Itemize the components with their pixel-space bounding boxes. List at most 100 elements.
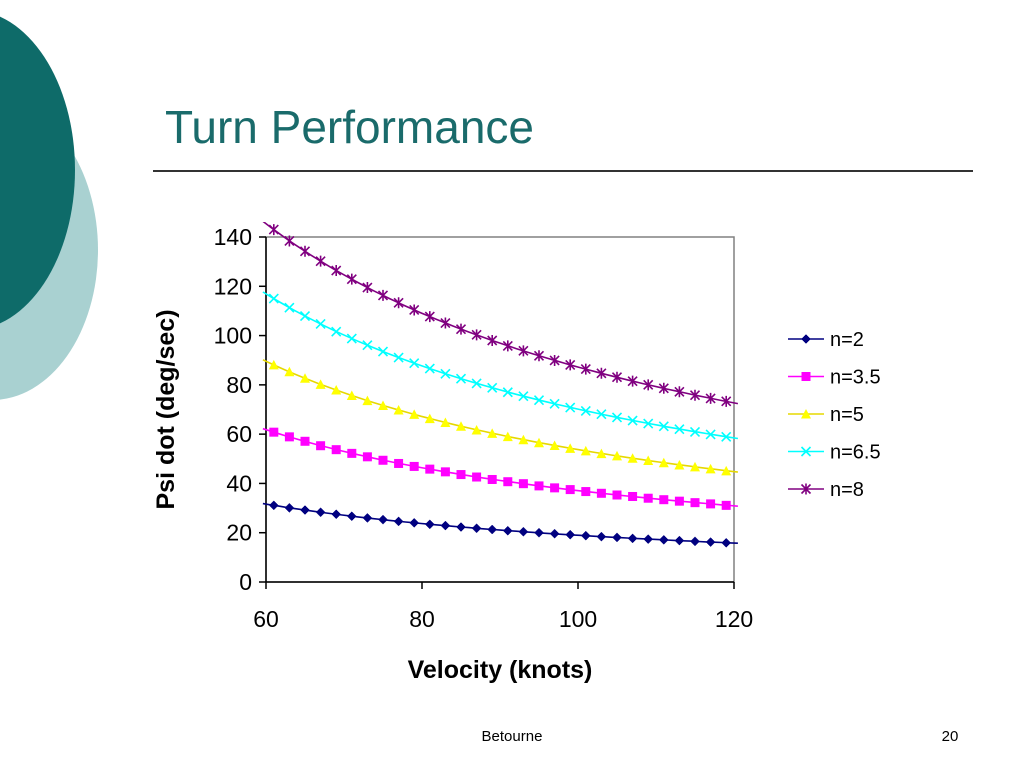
legend-marker bbox=[801, 334, 811, 344]
data-point bbox=[721, 395, 732, 407]
data-point bbox=[331, 326, 342, 337]
data-point bbox=[580, 363, 591, 375]
data-point bbox=[658, 421, 669, 432]
y-tick-label: 120 bbox=[214, 273, 252, 299]
data-point bbox=[627, 533, 638, 544]
legend-label: n=8 bbox=[830, 479, 864, 501]
data-point bbox=[300, 505, 310, 515]
data-point bbox=[502, 431, 513, 442]
y-tick-label: 80 bbox=[226, 372, 252, 398]
page-number: 20 bbox=[941, 728, 959, 745]
data-point bbox=[534, 437, 544, 448]
data-point bbox=[299, 245, 311, 257]
data-point bbox=[596, 488, 606, 498]
data-point bbox=[721, 537, 732, 548]
data-point bbox=[565, 402, 576, 413]
series-line bbox=[262, 359, 738, 473]
data-point bbox=[487, 335, 498, 346]
data-point bbox=[424, 363, 435, 374]
data-point bbox=[424, 519, 435, 530]
data-point bbox=[409, 304, 420, 316]
data-point bbox=[362, 395, 373, 406]
data-point bbox=[472, 472, 482, 482]
data-point bbox=[518, 526, 529, 537]
data-point bbox=[503, 477, 513, 487]
data-point bbox=[456, 421, 466, 431]
data-point bbox=[394, 458, 404, 468]
data-point bbox=[565, 359, 576, 371]
data-point bbox=[690, 461, 700, 472]
data-point bbox=[299, 311, 311, 322]
data-point bbox=[611, 371, 623, 383]
data-point bbox=[378, 514, 388, 525]
data-point bbox=[658, 382, 669, 394]
legend-marker bbox=[801, 372, 811, 381]
footer-author: Betourne bbox=[481, 728, 543, 745]
data-point bbox=[315, 255, 326, 267]
data-point bbox=[721, 431, 732, 442]
data-point bbox=[705, 463, 716, 474]
data-point bbox=[362, 282, 373, 294]
legend-label: n=5 bbox=[830, 404, 864, 426]
data-point bbox=[487, 428, 498, 438]
data-point bbox=[690, 498, 700, 508]
data-point bbox=[565, 485, 575, 495]
data-point bbox=[393, 404, 404, 415]
data-point bbox=[689, 389, 701, 401]
data-point bbox=[627, 375, 638, 387]
data-point bbox=[440, 317, 451, 329]
data-point bbox=[518, 391, 529, 402]
data-point bbox=[596, 531, 607, 542]
data-point bbox=[424, 413, 435, 424]
y-tick-label: 100 bbox=[214, 323, 252, 349]
data-point bbox=[284, 366, 295, 377]
data-point bbox=[487, 474, 497, 484]
data-point bbox=[721, 465, 732, 476]
data-point bbox=[534, 481, 544, 491]
data-point bbox=[346, 273, 357, 285]
title-divider bbox=[153, 170, 973, 172]
data-point bbox=[456, 522, 466, 532]
data-point bbox=[611, 412, 623, 423]
data-point bbox=[346, 333, 357, 344]
legend-marker bbox=[800, 483, 812, 495]
data-point bbox=[346, 511, 357, 522]
data-point bbox=[674, 386, 685, 398]
data-point bbox=[612, 532, 622, 543]
data-point bbox=[612, 490, 622, 500]
x-tick-label: 80 bbox=[409, 606, 435, 632]
data-point bbox=[269, 427, 279, 437]
data-point bbox=[268, 359, 279, 370]
data-point bbox=[706, 499, 716, 509]
y-tick-label: 20 bbox=[226, 520, 252, 546]
y-tick-label: 0 bbox=[239, 569, 252, 595]
y-tick-label: 40 bbox=[226, 470, 252, 496]
data-point bbox=[331, 445, 341, 455]
data-point bbox=[409, 409, 420, 419]
data-point bbox=[362, 340, 373, 351]
data-point bbox=[674, 496, 684, 506]
data-point bbox=[658, 457, 669, 468]
data-point bbox=[705, 392, 716, 404]
data-point bbox=[315, 379, 326, 389]
data-point bbox=[268, 293, 279, 304]
data-point bbox=[689, 426, 701, 437]
data-point bbox=[471, 424, 482, 435]
data-point bbox=[456, 470, 466, 480]
data-point bbox=[502, 387, 513, 398]
data-point bbox=[705, 429, 716, 440]
data-point bbox=[440, 520, 451, 531]
data-point bbox=[518, 345, 529, 357]
data-point bbox=[627, 453, 638, 463]
data-point bbox=[596, 409, 607, 420]
data-point bbox=[393, 297, 404, 309]
data-point bbox=[268, 500, 279, 511]
data-point bbox=[705, 537, 716, 547]
legend-marker bbox=[801, 409, 811, 419]
data-point bbox=[674, 535, 685, 546]
data-point bbox=[643, 455, 654, 466]
data-point bbox=[659, 495, 669, 505]
data-point bbox=[284, 302, 295, 313]
data-point bbox=[409, 358, 420, 369]
data-point bbox=[315, 318, 326, 330]
